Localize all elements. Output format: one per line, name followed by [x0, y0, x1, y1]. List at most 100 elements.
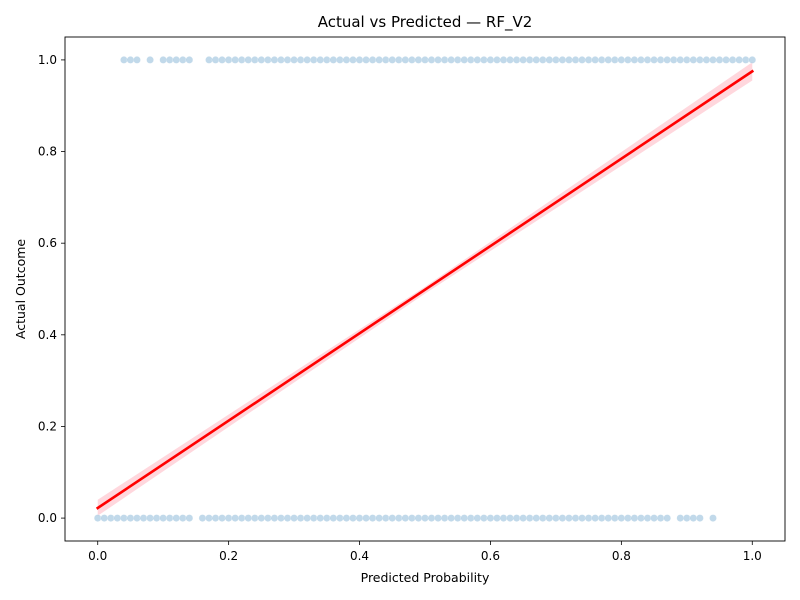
- scatter-point: [296, 56, 305, 64]
- scatter-point: [578, 514, 586, 522]
- scatter-point: [322, 56, 331, 64]
- scatter-point: [211, 56, 220, 64]
- scatter-point: [584, 56, 593, 64]
- scatter-point: [565, 56, 573, 64]
- scatter-point: [486, 56, 495, 64]
- x-tick-label: 0.4: [350, 549, 369, 563]
- scatter-point: [519, 56, 528, 64]
- scatter-point: [486, 514, 495, 522]
- scatter-point: [506, 514, 514, 522]
- scatter-point: [283, 56, 292, 64]
- scatter-point: [257, 514, 266, 522]
- scatter-point: [401, 514, 410, 522]
- scatter-point: [709, 56, 717, 64]
- scatter-point: [178, 56, 187, 64]
- scatter-point: [676, 56, 685, 64]
- scatter-point: [447, 514, 456, 522]
- scatter-point: [375, 56, 384, 64]
- scatter-point: [355, 56, 364, 64]
- scatter-point: [257, 56, 266, 64]
- points-layer: [93, 56, 757, 522]
- scatter-point: [480, 514, 488, 522]
- scatter-point: [728, 56, 737, 64]
- fit-line: [95, 69, 755, 510]
- scatter-point: [237, 514, 246, 522]
- scatter-point: [565, 514, 573, 522]
- scatter-point: [146, 514, 154, 522]
- scatter-point: [165, 56, 174, 64]
- scatter-point: [427, 514, 436, 522]
- scatter-point: [584, 514, 593, 522]
- scatter-point: [604, 56, 613, 64]
- scatter-point: [466, 56, 475, 64]
- scatter-point: [571, 56, 580, 64]
- scatter-point: [113, 514, 122, 522]
- scatter-point: [741, 56, 750, 64]
- scatter-point: [663, 514, 672, 522]
- scatter-point: [244, 514, 253, 522]
- scatter-point: [689, 56, 698, 64]
- scatter-point: [401, 56, 410, 64]
- scatter-point: [421, 56, 429, 64]
- scatter-point: [368, 514, 377, 522]
- scatter-point: [453, 56, 462, 64]
- fit-line-layer: [95, 69, 755, 510]
- scatter-point: [499, 56, 508, 64]
- scatter-point: [447, 56, 456, 64]
- scatter-point: [165, 514, 174, 522]
- scatter-point: [329, 56, 338, 64]
- scatter-point: [283, 514, 292, 522]
- scatter-point: [394, 514, 403, 522]
- scatter-point: [296, 514, 305, 522]
- scatter-point: [381, 514, 390, 522]
- scatter-point: [303, 514, 312, 522]
- scatter-point: [643, 514, 652, 522]
- scatter-point: [682, 56, 691, 64]
- scatter-point: [316, 56, 325, 64]
- scatter-point: [538, 56, 547, 64]
- scatter-point: [453, 514, 462, 522]
- scatter-point: [427, 56, 436, 64]
- scatter-point: [329, 514, 338, 522]
- chart-title: Actual vs Predicted — RF_V2: [318, 13, 533, 32]
- scatter-point: [342, 514, 351, 522]
- scatter-point: [552, 56, 560, 64]
- scatter-point: [656, 514, 665, 522]
- scatter-point: [696, 56, 704, 64]
- scatter-point: [460, 514, 469, 522]
- scatter-point: [133, 514, 141, 522]
- scatter-point: [663, 56, 672, 64]
- scatter-point: [349, 56, 357, 64]
- scatter-point: [408, 56, 416, 64]
- scatter-point: [309, 514, 318, 522]
- scatter-point: [650, 56, 658, 64]
- scatter-point: [237, 56, 246, 64]
- scatter-point: [342, 56, 351, 64]
- scatter-point: [309, 56, 318, 64]
- scatter-point: [408, 514, 416, 522]
- scatter-point: [591, 514, 600, 522]
- scatter-point: [637, 56, 645, 64]
- x-tick-label: 0.8: [612, 549, 631, 563]
- y-tick-label: 0.4: [38, 328, 57, 342]
- scatter-point: [133, 56, 141, 64]
- scatter-point: [519, 514, 528, 522]
- scatter-point: [702, 56, 711, 64]
- scatter-point: [597, 56, 606, 64]
- scatter-point: [617, 56, 626, 64]
- scatter-point: [637, 514, 645, 522]
- scatter-point: [231, 56, 240, 64]
- scatter-point: [624, 56, 632, 64]
- scatter-point: [421, 514, 429, 522]
- scatter-point: [512, 56, 521, 64]
- scatter-point: [218, 56, 226, 64]
- scatter-point: [552, 514, 560, 522]
- scatter-point: [178, 514, 187, 522]
- scatter-point: [375, 514, 384, 522]
- scatter-point: [682, 514, 691, 522]
- scatter-point: [250, 514, 259, 522]
- scatter-point: [185, 56, 194, 64]
- y-axis-ticks: 0.0 0.2 0.4 0.6 0.8 1.0: [38, 53, 65, 525]
- scatter-point: [748, 56, 757, 64]
